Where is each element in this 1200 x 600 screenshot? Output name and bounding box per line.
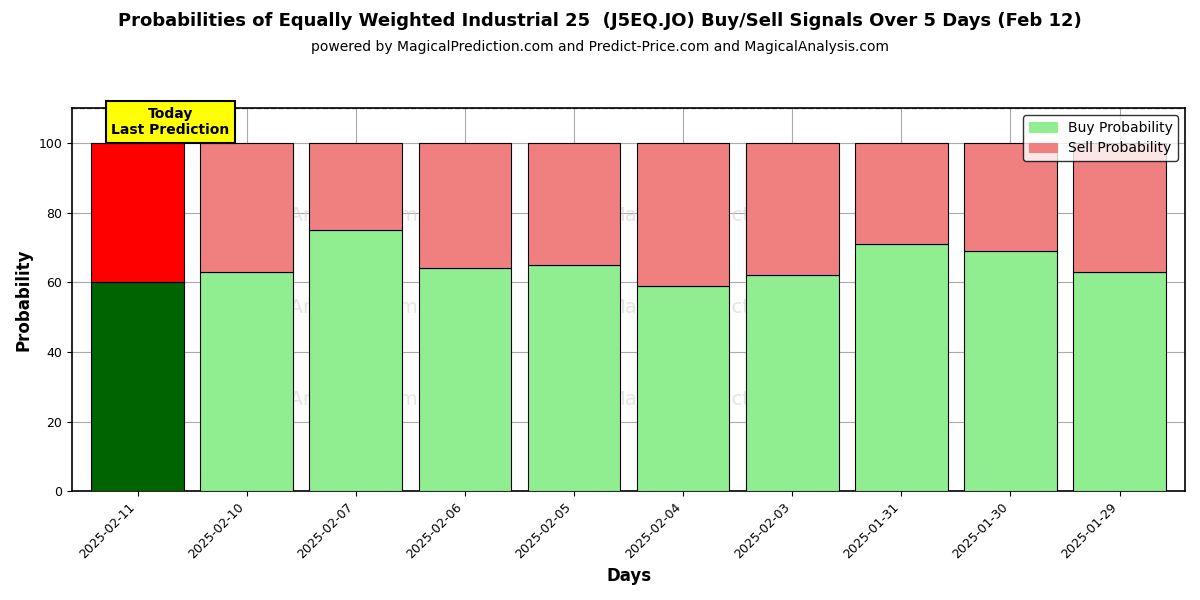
Bar [200, 272, 293, 491]
Bar [854, 244, 948, 491]
Text: MagicalPrediction.com: MagicalPrediction.com [608, 390, 827, 409]
Text: MagicalAnalysis.com: MagicalAnalysis.com [216, 390, 419, 409]
Bar [1073, 272, 1166, 491]
Bar [200, 143, 293, 272]
Bar [91, 143, 184, 282]
X-axis label: Days: Days [606, 567, 652, 585]
Text: MagicalAnalysis.com: MagicalAnalysis.com [216, 206, 419, 225]
Bar [310, 143, 402, 230]
Bar [91, 282, 184, 491]
Bar [854, 143, 948, 244]
Y-axis label: Probability: Probability [16, 248, 34, 351]
Text: MagicalPrediction.com: MagicalPrediction.com [608, 298, 827, 317]
Text: powered by MagicalPrediction.com and Predict-Price.com and MagicalAnalysis.com: powered by MagicalPrediction.com and Pre… [311, 40, 889, 54]
Legend: Buy Probability, Sell Probability: Buy Probability, Sell Probability [1024, 115, 1178, 161]
Bar [637, 143, 730, 286]
Bar [964, 143, 1057, 251]
Bar [310, 230, 402, 491]
Text: MagicalAnalysis.com: MagicalAnalysis.com [216, 298, 419, 317]
Bar [1073, 143, 1166, 272]
Text: Today
Last Prediction: Today Last Prediction [112, 107, 229, 137]
Text: Probabilities of Equally Weighted Industrial 25  (J5EQ.JO) Buy/Sell Signals Over: Probabilities of Equally Weighted Indust… [118, 12, 1082, 30]
Bar [528, 265, 620, 491]
Bar [419, 268, 511, 491]
Bar [419, 143, 511, 268]
Bar [964, 251, 1057, 491]
Bar [746, 275, 839, 491]
Text: MagicalPrediction.com: MagicalPrediction.com [608, 206, 827, 225]
Bar [637, 286, 730, 491]
Bar [528, 143, 620, 265]
Bar [746, 143, 839, 275]
